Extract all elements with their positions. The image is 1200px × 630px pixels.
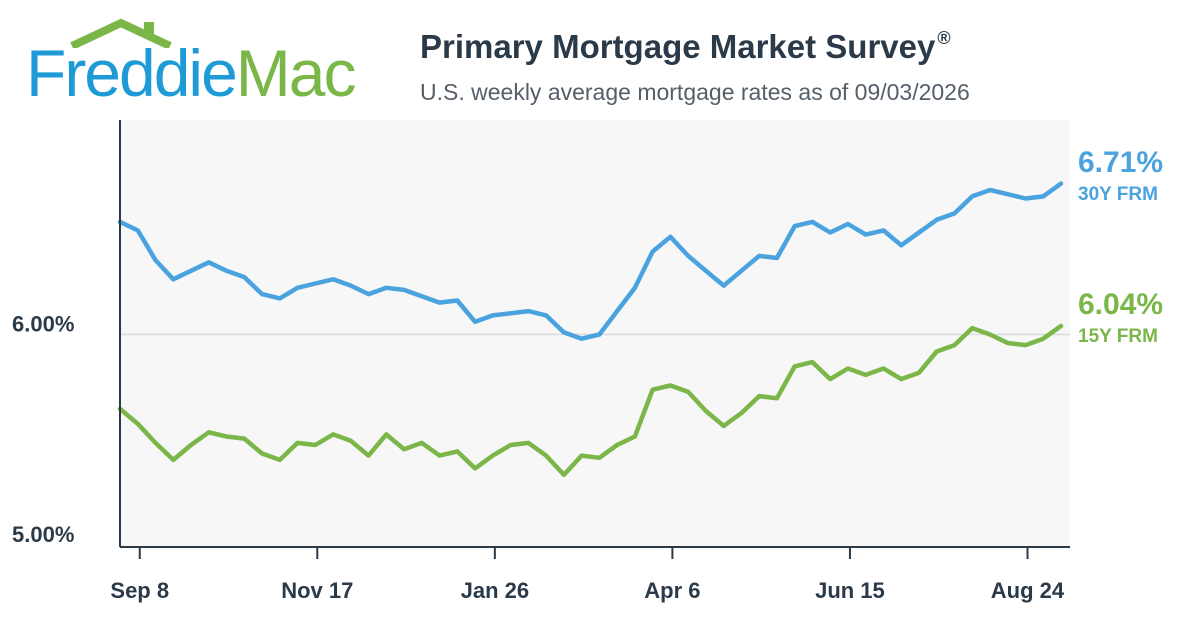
logo-word-mac: Mac bbox=[235, 36, 357, 110]
logo-wordmark: FreddieMac bbox=[26, 40, 356, 106]
series-name-label: 30Y FRM bbox=[1078, 184, 1158, 205]
tick-labels: Sep 8 Nov 17 Jan 26 Apr 6 Jun 15 Aug 24 6.00% 5… bbox=[12, 312, 1065, 604]
freddie-mac-logo: FreddieMac bbox=[26, 18, 381, 108]
series-line-30y bbox=[117, 181, 1064, 341]
chart-title-text: Primary Mortgage Market Survey bbox=[420, 28, 936, 65]
series-lines bbox=[117, 181, 1064, 478]
x-tick-label: Jan 26 bbox=[461, 578, 530, 603]
y-tick-label: 6.00% bbox=[12, 312, 74, 337]
axes bbox=[119, 120, 1070, 559]
series-name-label: 15Y FRM bbox=[1078, 326, 1158, 347]
end-value-label: 6.04% bbox=[1078, 288, 1163, 321]
chart-title: Primary Mortgage Market Survey ® bbox=[420, 28, 951, 66]
x-tick-label: Jun 15 bbox=[815, 578, 885, 603]
logo-word-freddie: Freddie bbox=[26, 36, 238, 110]
series-line-15y bbox=[117, 323, 1064, 478]
y-tick-label: 5.00% bbox=[12, 522, 74, 547]
chart-subtitle: U.S. weekly average mortgage rates as of… bbox=[420, 79, 970, 105]
x-tick-label: Nov 17 bbox=[281, 578, 353, 603]
x-tick-label: Apr 6 bbox=[644, 578, 700, 603]
house-roof-icon bbox=[70, 18, 172, 48]
end-labels: 6.71% 30Y FRM 6.04% 15Y FRM bbox=[1078, 146, 1163, 347]
x-tick-label: Aug 24 bbox=[991, 578, 1065, 603]
registered-mark: ® bbox=[937, 28, 951, 48]
x-tick-label: Sep 8 bbox=[110, 578, 169, 603]
end-value-label: 6.71% bbox=[1078, 146, 1163, 179]
